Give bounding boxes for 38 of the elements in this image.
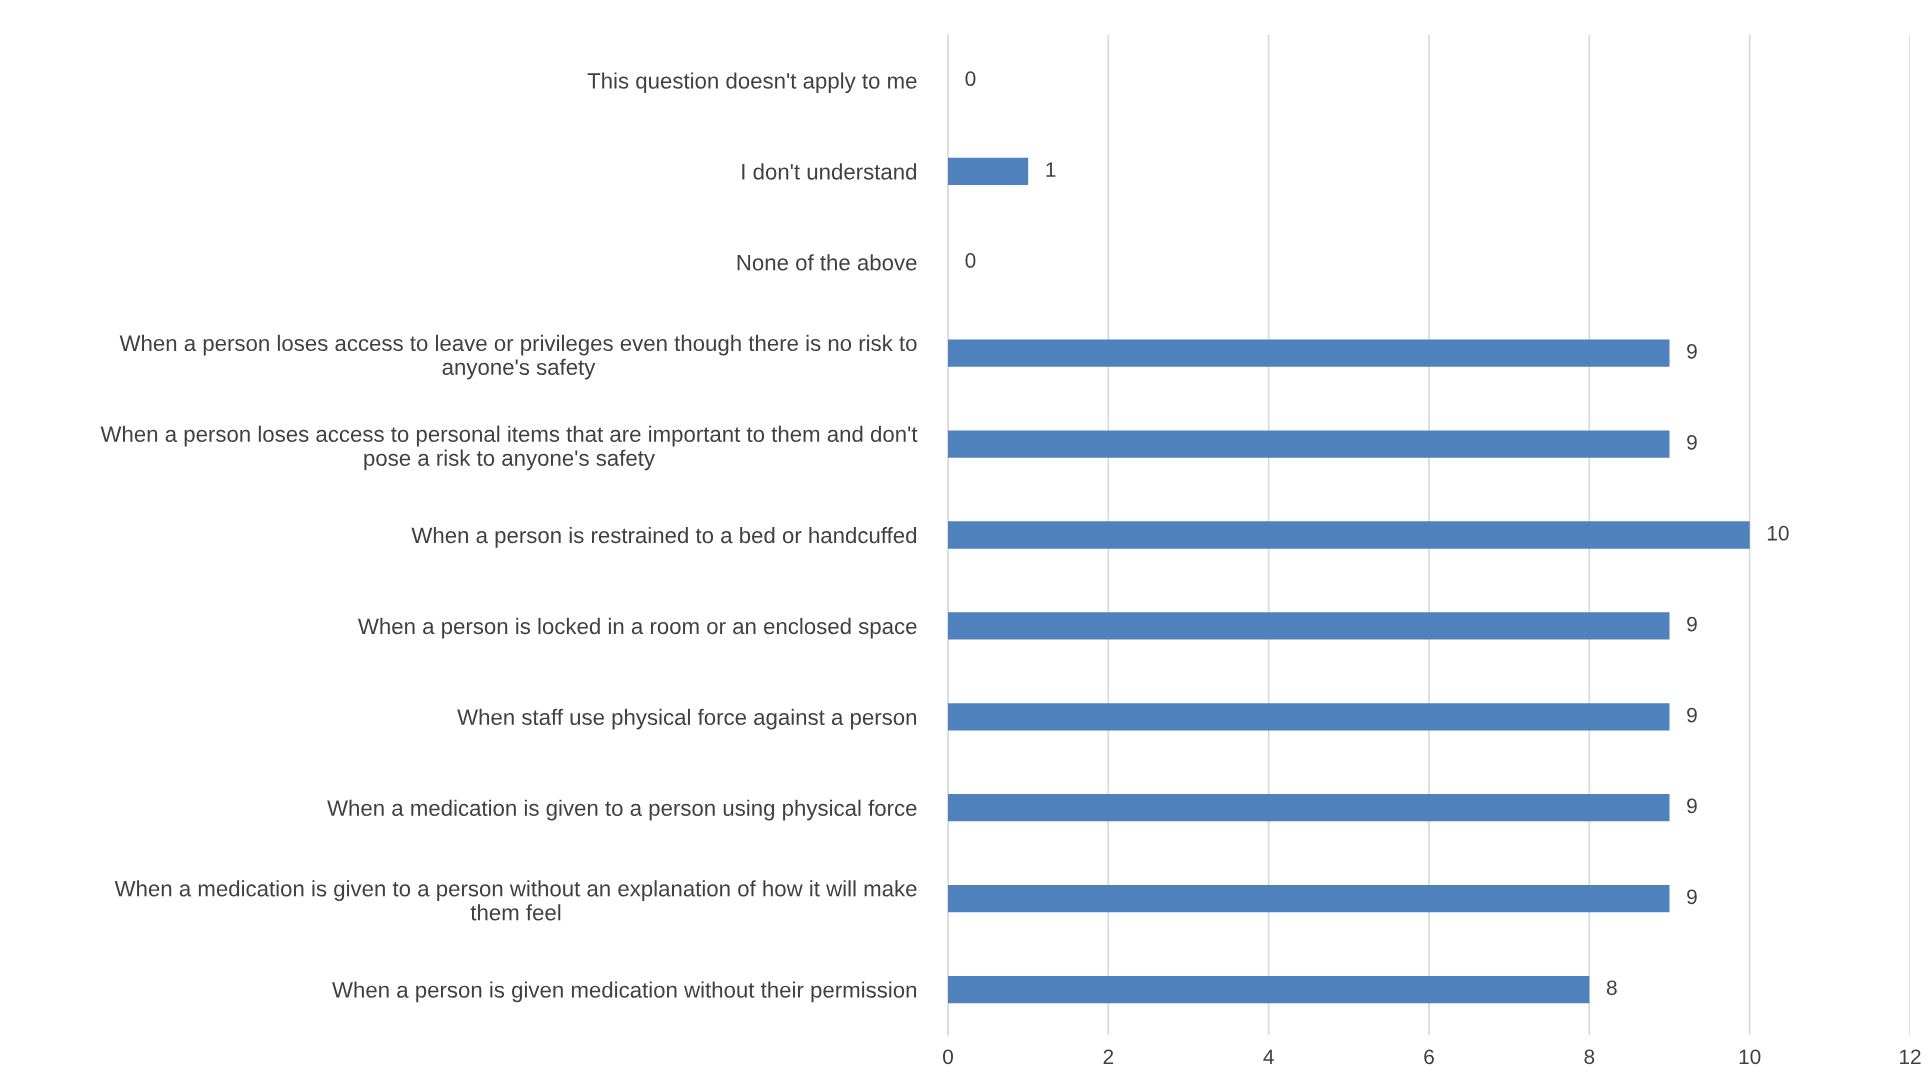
x-tick-label: 10 [1739, 1049, 1761, 1065]
data-label: 9 [1687, 616, 1697, 632]
data-label: 10 [1767, 525, 1789, 541]
bar [948, 794, 1670, 822]
data-label: 9 [1687, 798, 1697, 814]
data-label: 9 [1687, 707, 1697, 723]
x-tick-label: 2 [1103, 1049, 1114, 1064]
y-tick-label: When a medication is given to a person without an explanation of how it will make them feel [114, 880, 917, 921]
y-tick-label: This question doesn't apply to me [587, 72, 917, 94]
bar [948, 339, 1670, 367]
data-label: 9 [1687, 889, 1697, 905]
data-label: 0 [965, 71, 976, 87]
data-label: 8 [1606, 980, 1617, 996]
bar [948, 612, 1670, 640]
data-label: 9 [1687, 434, 1697, 450]
y-tick-label: When a person loses access to leave or privileges even though there is no risk to anyone's safety [119, 334, 917, 380]
y-tick-label: When a person is restrained to a bed or handcuffed [411, 526, 917, 548]
x-tick-label: 4 [1263, 1049, 1274, 1064]
x-tick-label: 6 [1424, 1049, 1434, 1065]
bar [948, 157, 1029, 185]
bar [948, 885, 1670, 913]
y-tick-label: When a person loses access to personal items that are important to them and don't pose a risk to anyone's safety [100, 425, 918, 471]
bar [948, 430, 1670, 458]
data-label: 0 [965, 253, 976, 268]
y-tick-label: None of the above [737, 254, 917, 271]
data-label: 1 [1046, 162, 1056, 177]
bar [948, 703, 1670, 731]
y-tick-label: When staff use physical force against a person [457, 708, 917, 730]
y-tick-label: When a person is given medication without their permission [332, 981, 917, 1003]
x-tick-label: 12 [1900, 1049, 1921, 1064]
y-tick-label: When a person is locked in a room or an enclosed space [358, 617, 917, 639]
bar [948, 521, 1750, 549]
y-tick-label: When a medication is given to a person using physical force [327, 799, 917, 821]
bar [948, 975, 1590, 1004]
x-tick-label: 8 [1584, 1049, 1595, 1065]
y-tick-label: I don't understand [742, 163, 917, 180]
x-tick-label: 0 [943, 1049, 953, 1065]
data-label: 9 [1687, 344, 1697, 359]
